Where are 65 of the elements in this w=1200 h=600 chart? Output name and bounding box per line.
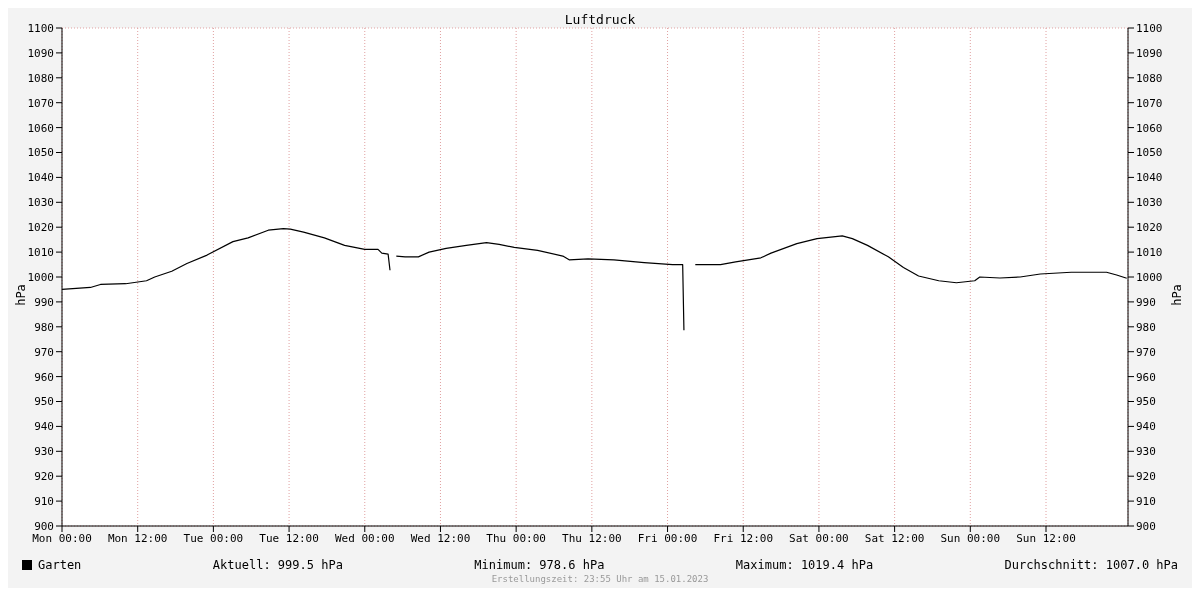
x-tick-label: Fri 00:00 [637,531,698,545]
text: Erstellungszeit: 23:55 Uhr am 15.01.2023 [490,574,710,584]
x-tick-label: Sat 00:00 [789,531,849,545]
x-tick-label: Wed 12:00 [410,531,471,545]
y-tick-label: 1000 [27,270,54,284]
x-tick-label: Thu 12:00 [562,531,622,545]
y2-tick-label: 1030 [1136,196,1163,210]
x-tick-label: Fri 12:00 [713,531,774,545]
y2-tick-label: 1000 [1136,270,1163,284]
y-tick-label: 1020 [27,221,54,235]
y2-tick-label: 1100 [1136,21,1163,35]
y2-tick-label: 990 [1136,295,1156,309]
y-tick-label: 960 [34,370,54,384]
y-tick-label: 930 [34,445,54,459]
x-tick-label: Tue 12:00 [259,531,319,545]
x-tick-label: Wed 00:00 [334,531,395,545]
y-tick-label: 1100 [27,21,54,35]
y-tick-label: 950 [34,395,54,409]
y2-axis-title: hPa [1170,284,1185,306]
text: Minimum: 978.6 hPa [474,558,605,572]
y-tick-label: 1030 [27,196,54,210]
y2-tick-label: 940 [1136,420,1156,434]
y2-tick-label: 970 [1136,345,1156,359]
y2-tick-label: 1050 [1136,146,1163,160]
text: Durchschnitt: 1007.0 hPa [1004,558,1178,572]
y-tick-label: 970 [34,345,54,359]
y-tick-label: 1080 [27,71,54,85]
y-tick-label: 920 [34,470,54,484]
y-tick-label: 980 [34,320,54,334]
x-tick-label: Sat 12:00 [864,531,925,545]
y2-tick-label: 1020 [1136,221,1163,235]
y-axis-title: hPa [13,284,28,306]
y2-tick-label: 1060 [1136,121,1163,135]
y2-tick-label: 980 [1136,320,1156,334]
x-tick-label: Tue 00:00 [183,531,244,545]
x-tick-label: Sun 00:00 [940,531,1001,545]
x-tick-label: Sun 12:00 [1016,531,1076,545]
text: Maximum: 1019.4 hPa [735,558,874,572]
x-tick-label: Mon 12:00 [107,531,168,545]
y-tick-label: 910 [34,495,54,509]
y2-tick-label: 1080 [1136,71,1163,85]
y-tick-label: 1090 [27,46,54,60]
y-tick-label: 900 [34,519,54,533]
x-tick-label: Mon 00:00 [32,531,92,545]
y2-tick-label: 900 [1136,519,1156,533]
y2-tick-label: 920 [1136,470,1156,484]
y-tick-label: 1040 [27,171,54,185]
y2-tick-label: 1040 [1136,171,1163,185]
y-tick-label: 990 [34,295,54,309]
y-tick-label: 1050 [27,146,54,160]
y-tick-label: 1070 [27,96,54,110]
y2-tick-label: 930 [1136,445,1156,459]
y2-tick-label: 1010 [1136,246,1163,260]
y-tick-label: 1010 [27,246,54,260]
y-tick-label: 940 [34,420,54,434]
y-tick-label: 1060 [27,121,54,135]
x-tick-label: Thu 00:00 [486,531,546,545]
y2-tick-label: 910 [1136,495,1156,509]
text: Aktuell: 999.5 hPa [212,558,343,572]
chart-title: Luftdruck [564,12,636,27]
y2-tick-label: 1090 [1136,46,1163,60]
y2-tick-label: 1070 [1136,96,1163,110]
legend-label: Garten [38,558,82,572]
y2-tick-label: 960 [1136,370,1156,384]
y2-tick-label: 950 [1136,395,1156,409]
